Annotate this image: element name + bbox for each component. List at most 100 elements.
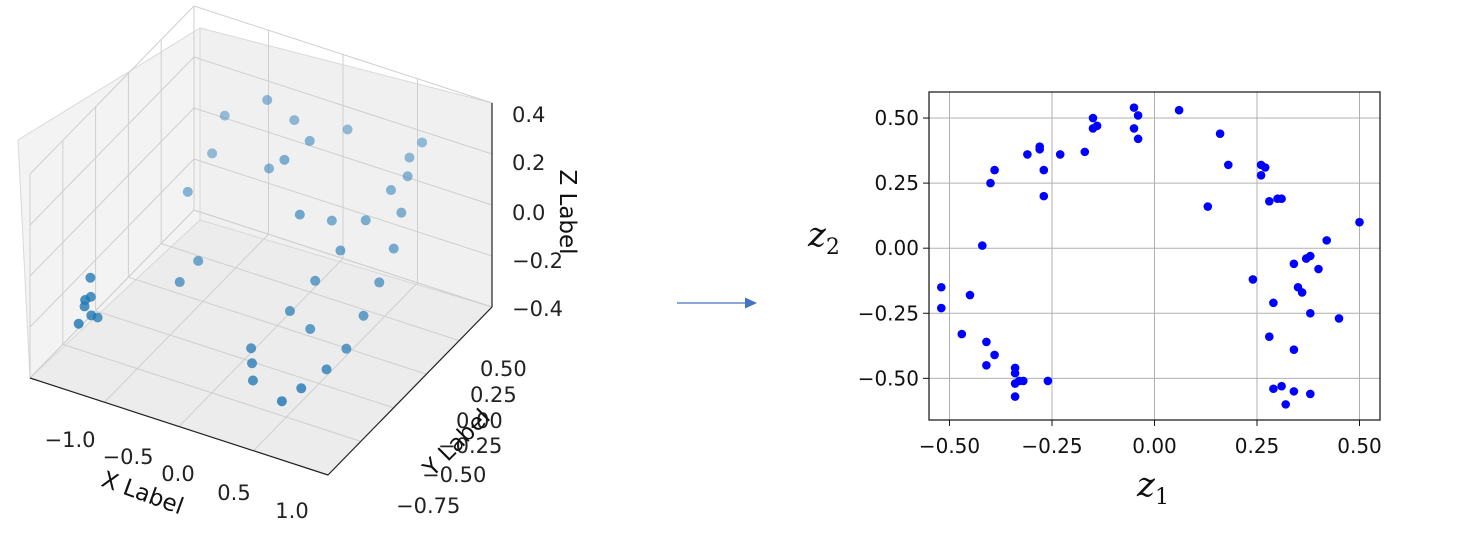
grid-line-3d <box>193 209 493 308</box>
grid-line-3d <box>62 343 361 442</box>
x-tick-label-2d: 0.25 <box>1235 434 1280 458</box>
data-point-2d <box>1023 150 1032 159</box>
y-tick-label-3d: −0.75 <box>396 494 460 518</box>
data-point-3d <box>247 375 258 386</box>
data-point-2d <box>1174 105 1184 115</box>
data-point-2d <box>957 329 967 339</box>
data-point-3d <box>276 396 287 407</box>
y-tick-label-2d: 0.25 <box>874 171 919 195</box>
data-point-3d <box>385 185 396 196</box>
z-tick-label-3d: −0.4 <box>512 297 563 321</box>
grid-2d <box>929 92 1380 420</box>
data-point-2d <box>1224 160 1233 170</box>
grid-line-3d <box>29 56 195 226</box>
y-axis-label-main: z <box>807 215 827 255</box>
data-point-2d <box>1129 124 1139 133</box>
x-axis-label-2d: z1 <box>1136 465 1169 510</box>
y-tick-label-3d: 0.25 <box>470 383 517 407</box>
pane-backgrounds <box>17 27 493 476</box>
data-point-3d <box>388 243 399 254</box>
data-point-2d <box>1265 197 1274 206</box>
tick-labels-2d: −0.50 −0.25 0.00 0.25 0.50 0.50 0.25 0.00 −0.25 −… <box>858 106 1382 458</box>
data-point-3d <box>342 124 353 135</box>
data-point-3d <box>73 318 84 329</box>
data-point-2d <box>982 361 991 370</box>
y-tick-label-2d: −0.50 <box>858 366 919 390</box>
x-tick-label-3d: 1.0 <box>275 499 308 523</box>
data-point-2d <box>937 303 946 313</box>
data-point-3d <box>341 343 352 354</box>
y-axis-label-2d: z2 <box>807 215 840 260</box>
grid-line-3d <box>29 5 195 175</box>
data-point-3d <box>335 245 346 256</box>
grid-line-3d <box>128 276 427 375</box>
data-point-2d <box>1088 113 1098 123</box>
arrow-head <box>745 297 757 309</box>
data-point-2d <box>1334 314 1344 323</box>
z-axis-label-3d: Z Label <box>554 169 580 254</box>
grid-line-3d <box>253 282 418 452</box>
data-point-2d <box>982 337 991 347</box>
data-point-3d <box>219 110 230 121</box>
x-tick-label-2d: −0.25 <box>1021 434 1082 458</box>
y-tick-label-3d: −0.50 <box>422 463 486 487</box>
data-point-2d <box>1355 217 1364 227</box>
y-tick-label-2d: 0.00 <box>874 236 919 260</box>
grid-line-3d <box>104 233 269 403</box>
data-point-3d <box>85 272 96 283</box>
data-point-3d <box>289 115 300 126</box>
data-point-2d <box>1269 298 1278 308</box>
data-point-2d <box>978 241 987 250</box>
x-tick-label-2d: 0.50 <box>1337 434 1382 458</box>
data-point-2d <box>1306 308 1315 318</box>
data-point-2d <box>990 165 999 175</box>
data-point-3d <box>207 148 218 159</box>
data-point-3d <box>417 137 428 148</box>
points-2d <box>937 103 1364 409</box>
y-tick-label-3d: 0.00 <box>456 409 503 433</box>
z-tick-label-3d: 0.2 <box>512 151 545 175</box>
data-point-3d <box>264 163 275 174</box>
data-point-2d <box>1277 194 1286 204</box>
x-tick-label-3d: −0.5 <box>103 445 154 469</box>
data-point-2d <box>1269 384 1278 394</box>
data-point-3d <box>304 135 315 146</box>
data-point-2d <box>937 282 946 292</box>
data-point-3d <box>246 343 257 354</box>
data-point-3d <box>279 154 290 165</box>
data-point-2d <box>1248 275 1258 284</box>
data-point-2d <box>965 290 975 300</box>
data-point-2d <box>1306 251 1315 261</box>
data-point-2d <box>1092 121 1102 131</box>
grid-line-3d <box>29 209 195 379</box>
data-point-2d <box>1039 165 1049 175</box>
data-point-2d <box>986 178 995 188</box>
data-point-2d <box>1055 150 1065 159</box>
axes-3d <box>29 103 493 476</box>
data-point-2d <box>1297 288 1307 297</box>
data-point-3d <box>374 277 385 288</box>
data-point-3d <box>80 294 91 305</box>
data-point-3d <box>321 364 332 375</box>
data-point-3d <box>86 310 97 321</box>
data-point-2d <box>1043 376 1053 386</box>
data-point-2d <box>1080 147 1090 157</box>
data-point-2d <box>1322 236 1331 245</box>
x-axis-line <box>29 377 329 476</box>
data-point-2d <box>1289 259 1299 269</box>
data-point-2d <box>1010 368 1020 378</box>
chart-2d: −0.50 −0.25 0.00 0.25 0.50 0.50 0.25 0.00 −0.25 −… <box>807 91 1382 510</box>
data-point-3d <box>402 171 413 182</box>
data-point-3d <box>404 152 415 163</box>
grid-line-3d <box>193 5 493 104</box>
data-point-2d <box>1289 345 1299 355</box>
y-tick-label-2d: −0.25 <box>858 301 919 325</box>
data-point-3d <box>326 215 337 226</box>
tick-labels-3d: −1.0 −0.5 0.0 0.5 1.0 0.500.250.00−0.25 −0.50 −… <box>45 103 564 523</box>
data-point-3d <box>182 186 193 197</box>
data-point-2d <box>1265 332 1274 341</box>
data-point-3d <box>284 306 295 317</box>
data-point-2d <box>1215 129 1225 138</box>
data-point-3d <box>294 209 305 220</box>
